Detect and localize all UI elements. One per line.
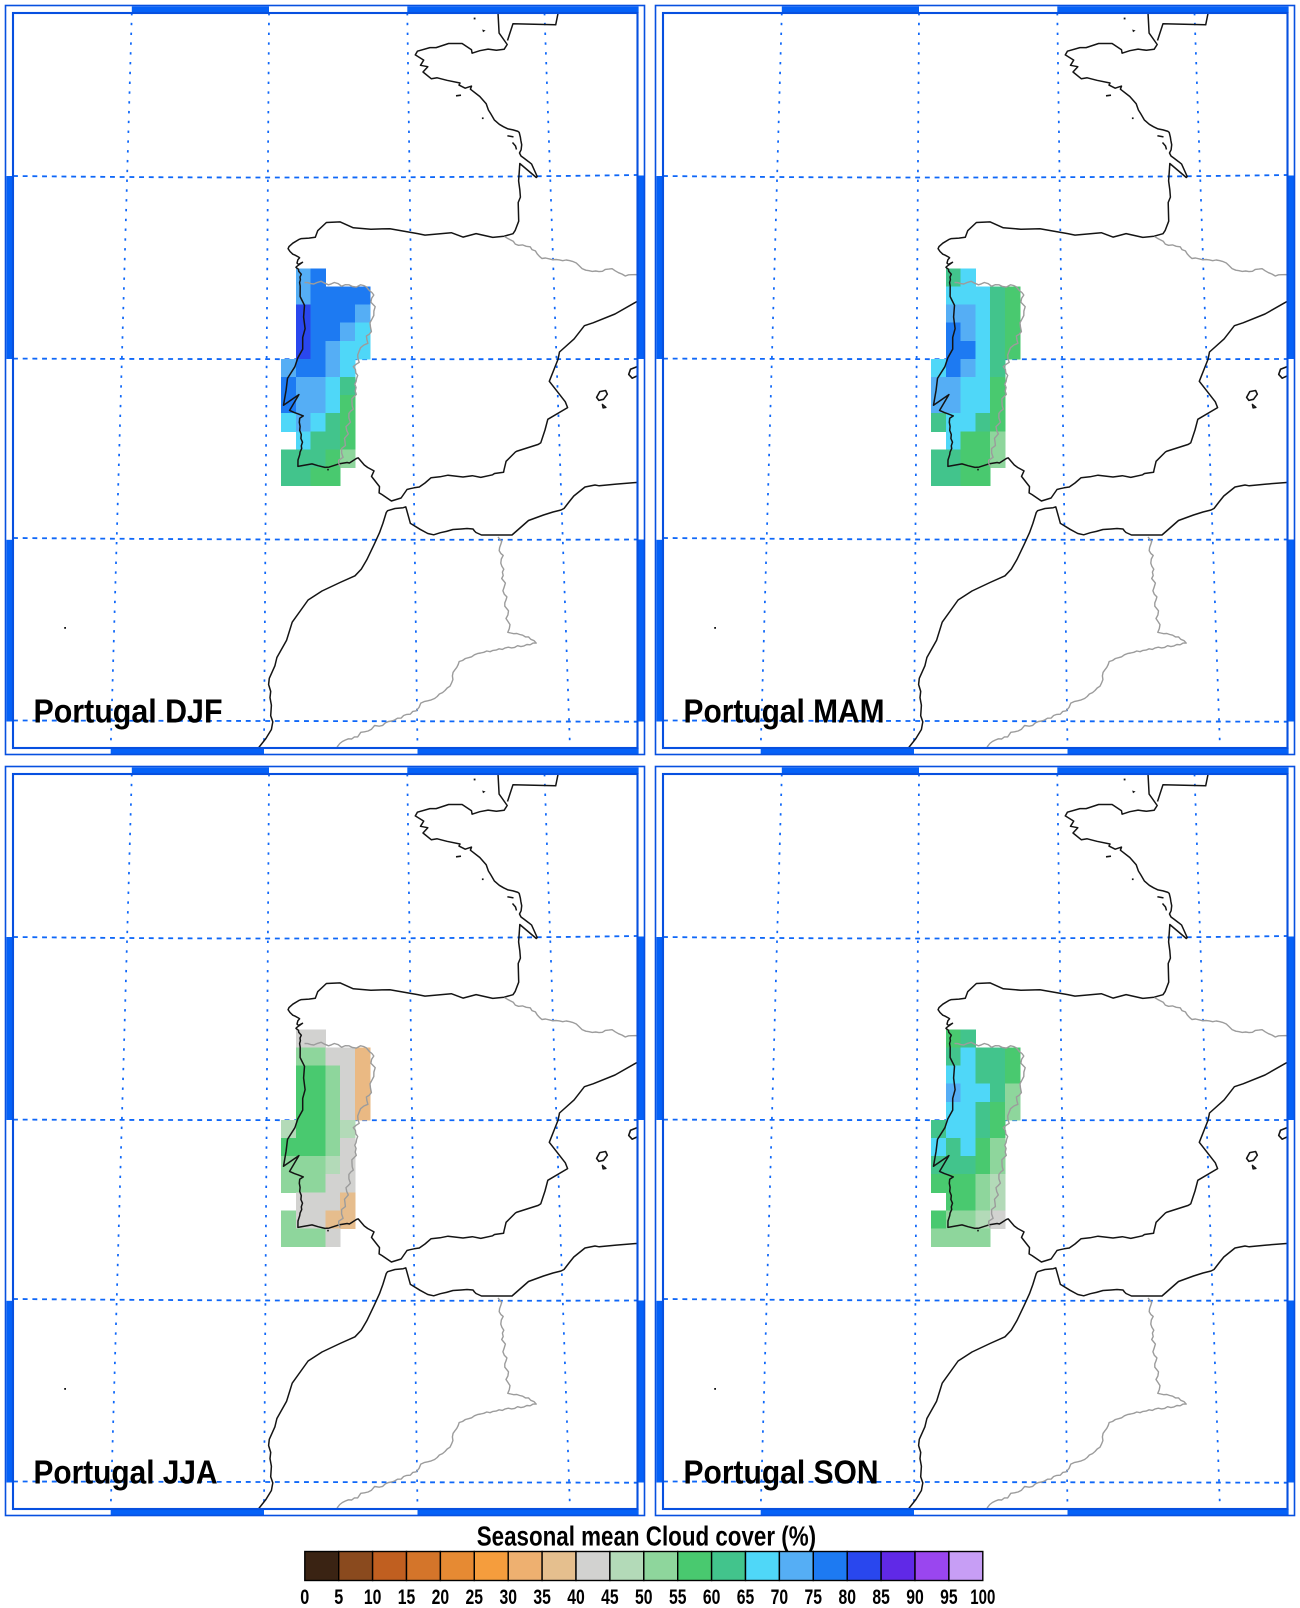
svg-text:50: 50 — [635, 1586, 653, 1608]
svg-text:80: 80 — [838, 1586, 856, 1608]
svg-text:55: 55 — [669, 1586, 687, 1608]
svg-text:Portugal MAM: Portugal MAM — [684, 694, 885, 731]
svg-text:25: 25 — [466, 1586, 484, 1608]
svg-text:90: 90 — [906, 1586, 924, 1608]
svg-text:95: 95 — [940, 1586, 958, 1608]
svg-text:20: 20 — [432, 1586, 450, 1608]
svg-text:45: 45 — [601, 1586, 619, 1608]
svg-text:0: 0 — [300, 1586, 309, 1608]
svg-text:30: 30 — [499, 1586, 517, 1608]
svg-text:15: 15 — [398, 1586, 416, 1608]
svg-text:65: 65 — [737, 1586, 755, 1608]
svg-text:10: 10 — [364, 1586, 382, 1608]
svg-text:Seasonal mean Cloud cover (%): Seasonal mean Cloud cover (%) — [477, 1521, 816, 1552]
svg-text:75: 75 — [805, 1586, 823, 1608]
svg-text:35: 35 — [533, 1586, 551, 1608]
svg-text:100: 100 — [970, 1586, 995, 1608]
svg-text:60: 60 — [703, 1586, 721, 1608]
svg-text:Portugal DJF: Portugal DJF — [34, 694, 223, 731]
svg-text:5: 5 — [334, 1586, 343, 1608]
svg-text:Portugal JJA: Portugal JJA — [34, 1455, 218, 1492]
svg-text:Portugal SON: Portugal SON — [684, 1455, 879, 1492]
svg-text:40: 40 — [567, 1586, 585, 1608]
svg-text:70: 70 — [771, 1586, 789, 1608]
svg-text:85: 85 — [872, 1586, 890, 1608]
